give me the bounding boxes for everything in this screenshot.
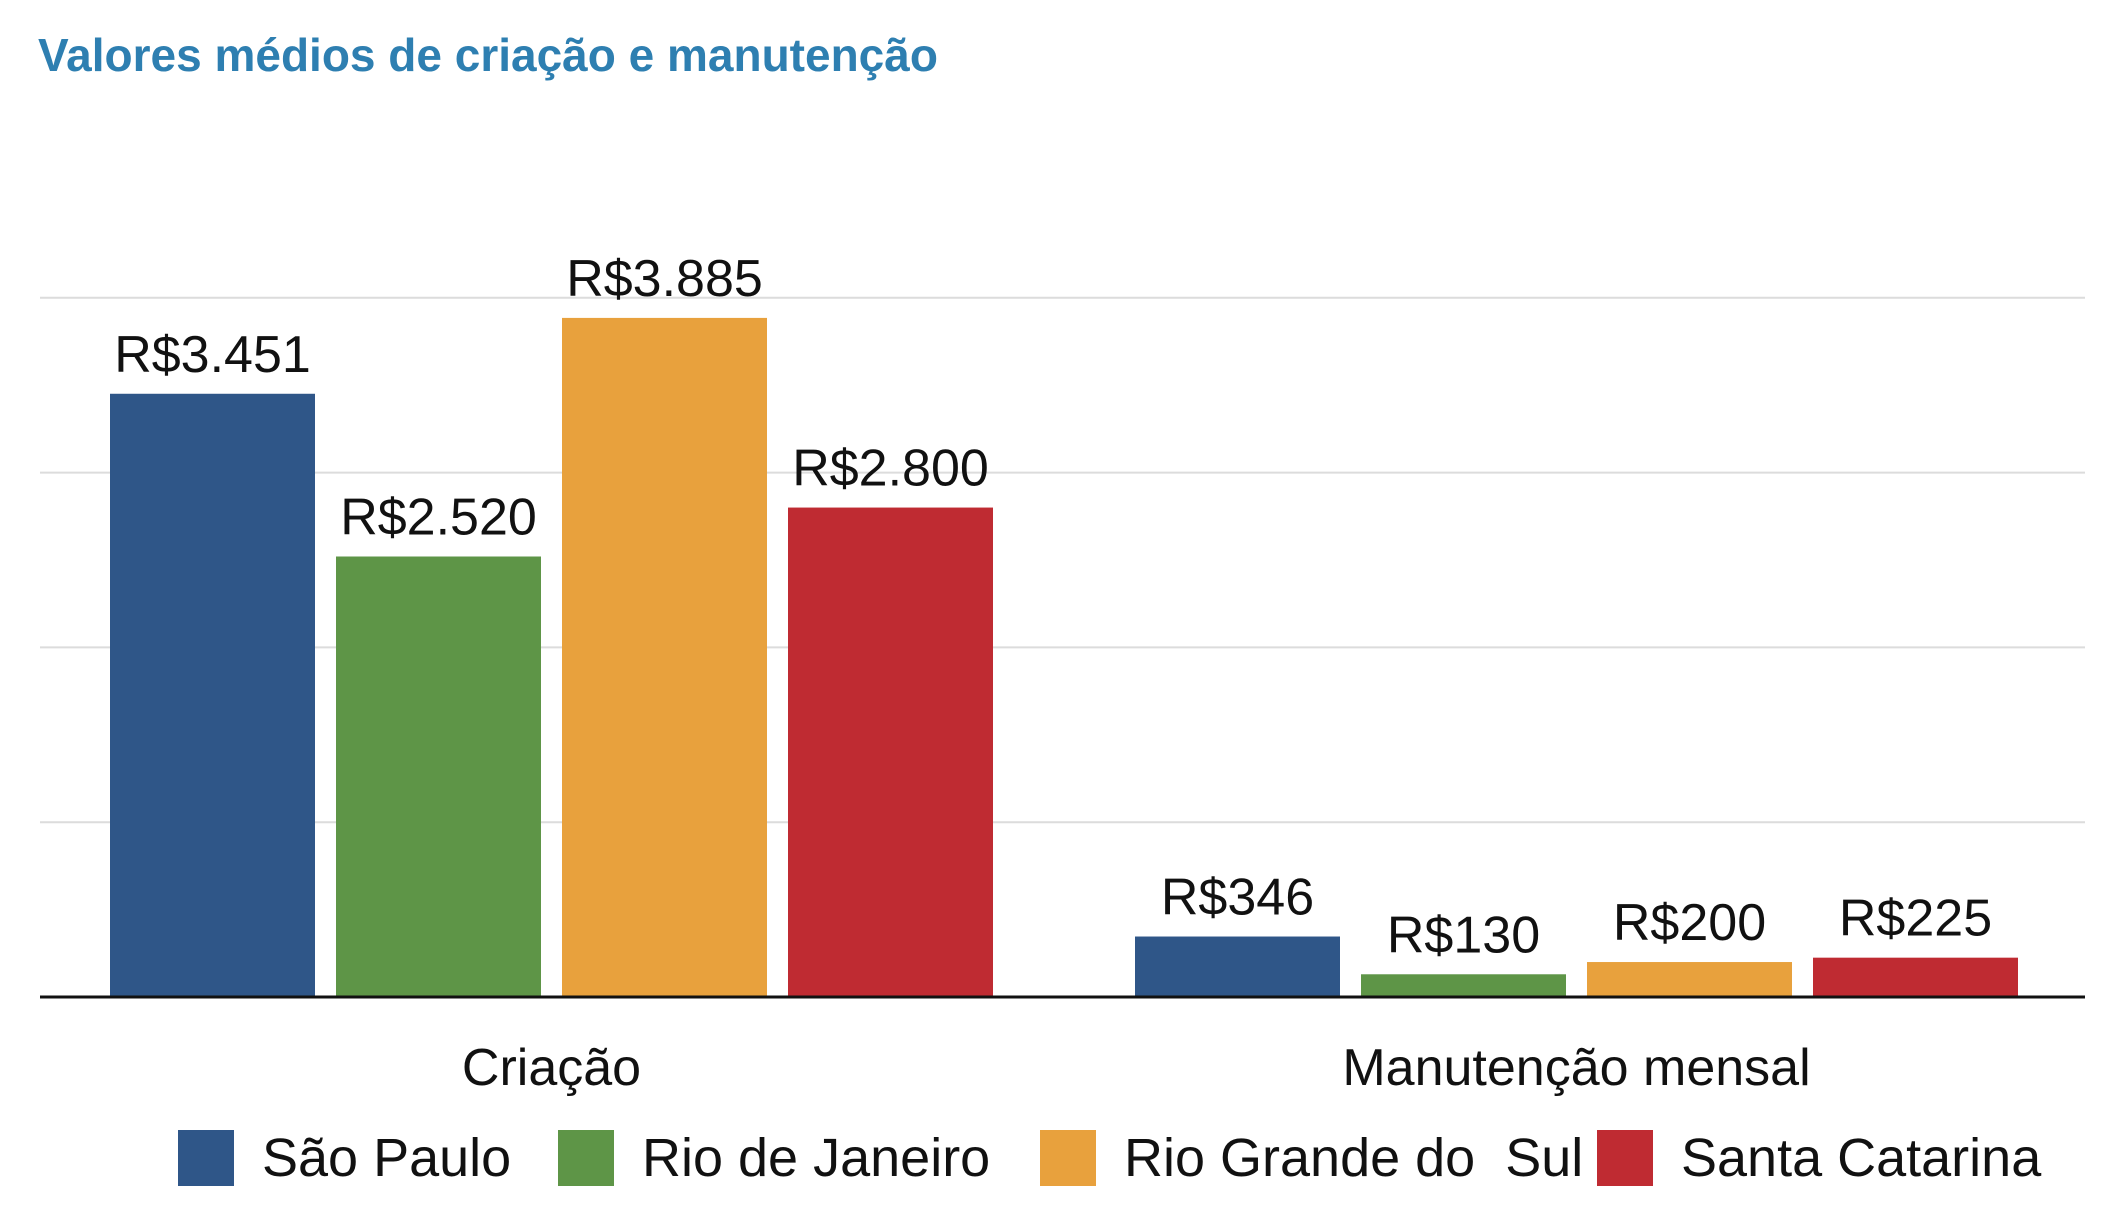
legend: São Paulo Rio de Janeiro Rio Grande do Sul… <box>178 1128 2042 1188</box>
data-label: R$3.451 <box>114 326 311 384</box>
bar <box>1587 962 1792 997</box>
legend-label: Santa Catarina <box>1681 1128 2042 1188</box>
data-label: R$2.800 <box>792 440 989 498</box>
legend-swatch <box>1597 1130 1653 1186</box>
category-label: Manutenção mensal <box>1342 1039 1810 1097</box>
bar <box>1135 936 1340 997</box>
bars <box>110 317 2018 998</box>
data-labels: R$3.451 R$2.520 R$3.885 R$2.800 R$346 R$130 R$… <box>114 250 1992 964</box>
bar <box>336 556 541 997</box>
data-label: R$346 <box>1161 869 1314 927</box>
legend-label: Rio de Janeiro <box>642 1128 990 1188</box>
data-label: R$200 <box>1613 894 1766 952</box>
bar <box>562 317 767 998</box>
category-labels: Criação Manutenção mensal <box>462 1039 1811 1097</box>
legend-swatch <box>178 1130 234 1186</box>
data-label: R$3.885 <box>566 250 763 308</box>
legend-label: Rio Grande do Sul <box>1124 1128 1583 1188</box>
legend-swatch <box>558 1130 614 1186</box>
bar <box>788 507 993 997</box>
data-label: R$130 <box>1387 906 1540 964</box>
legend-label: São Paulo <box>262 1128 511 1188</box>
data-label: R$2.520 <box>340 489 537 547</box>
chart-title: Valores médios de criação e manutenção <box>38 29 938 81</box>
data-label: R$225 <box>1839 890 1992 948</box>
legend-swatch <box>1040 1130 1096 1186</box>
category-label: Criação <box>462 1039 641 1097</box>
bar <box>110 393 315 997</box>
bar <box>1361 974 1566 997</box>
bar <box>1813 957 2018 997</box>
